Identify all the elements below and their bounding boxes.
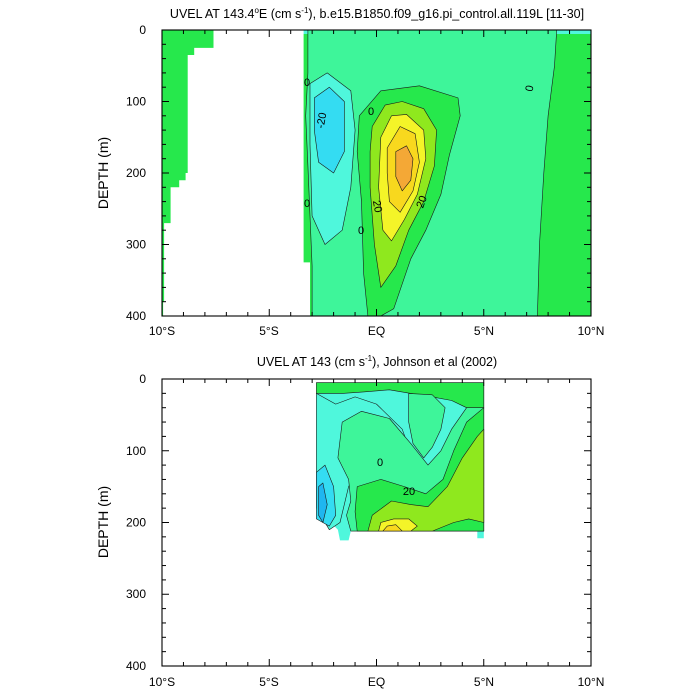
contour-label: 20 [403, 486, 415, 498]
bottom-contour-region-20 [367, 428, 485, 532]
top-xtick-label: 5°N [474, 324, 494, 338]
top-y-axis-label: DEPTH (m) [95, 137, 111, 209]
contour-label: 0 [377, 457, 383, 469]
top-title-sup-degree: o [254, 6, 259, 15]
bottom-ytick-label: 300 [126, 587, 146, 601]
bottom-xtick-label: EQ [368, 675, 385, 689]
top-panel: UVEL AT 143.4oE (cm s-1), b.e15.B1850.f0… [95, 6, 604, 338]
top-land-mask [162, 30, 310, 316]
bottom-y-axis-label: DEPTH (m) [95, 486, 111, 558]
bottom-ytick-label: 200 [126, 516, 146, 530]
contour-label: 20 [414, 194, 429, 210]
contour-label: 0 [368, 106, 374, 118]
bottom-ytick-label: 400 [126, 659, 146, 673]
bottom-contour-region-0 [408, 393, 446, 459]
top-ytick-label: 100 [126, 95, 146, 109]
bottom-title-sup-unit: -1 [365, 354, 373, 363]
contour-label: 0 [304, 77, 310, 89]
bottom-title: UVEL AT 143 (cm s-1), Johnson et al (200… [257, 354, 497, 369]
top-title-sup-unit: -1 [301, 6, 309, 15]
bottom-contour-fills [316, 382, 485, 541]
bottom-xtick-label: 5°S [259, 675, 278, 689]
top-x-tick-labels: 10°S 5°S EQ 5°N 10°N [149, 324, 604, 338]
top-xtick-label: 10°N [578, 324, 605, 338]
contour-label: 0 [304, 198, 310, 210]
bottom-panel: UVEL AT 143 (cm s-1), Johnson et al (200… [95, 354, 604, 689]
contour-label: 20 [370, 199, 384, 213]
bottom-plot-area [162, 379, 591, 666]
bottom-xtick-label: 10°N [578, 675, 605, 689]
bottom-contour-region-40 [382, 524, 403, 532]
bottom-xtick-label: 5°N [474, 675, 494, 689]
top-ytick-label: 200 [126, 166, 146, 180]
bottom-contour-region-m30 [318, 482, 328, 523]
top-contour-region-m20 [314, 86, 345, 174]
bottom-contour-labels: 0 20 [377, 457, 415, 498]
bottom-xtick-label: 10°S [149, 675, 175, 689]
top-contour-labels: -20 0 0 0 0 0 20 20 [304, 77, 537, 237]
top-ytick-label: 0 [139, 23, 146, 37]
top-xtick-label: 10°S [149, 324, 175, 338]
top-xtick-label: 5°S [259, 324, 278, 338]
bottom-ytick-label: 0 [139, 372, 146, 386]
top-land-mask [163, 30, 310, 316]
top-ytick-label: 300 [126, 238, 146, 252]
top-xtick-label: EQ [368, 324, 385, 338]
top-ytick-label: 400 [126, 309, 146, 323]
contour-label: 0 [358, 225, 364, 237]
bottom-ytick-label: 100 [126, 444, 146, 458]
top-y-tick-labels: 0 100 200 300 400 [126, 23, 146, 323]
top-contour-region-50 [395, 145, 414, 192]
top-coastal-shelf [162, 30, 214, 316]
contour-label: -20 [315, 112, 330, 130]
bottom-axis-ticks [161, 378, 592, 667]
bottom-y-tick-labels: 0 100 200 300 400 [126, 372, 146, 673]
top-plot-area [162, 30, 591, 316]
top-title: UVEL AT 143.4oE (cm s-1), b.e15.B1850.f0… [170, 6, 584, 21]
top-axis-ticks [161, 29, 592, 317]
top-contour-fills [305, 30, 557, 316]
contour-label: 0 [524, 84, 537, 92]
bottom-x-tick-labels: 10°S 5°S EQ 5°N 10°N [149, 675, 604, 689]
